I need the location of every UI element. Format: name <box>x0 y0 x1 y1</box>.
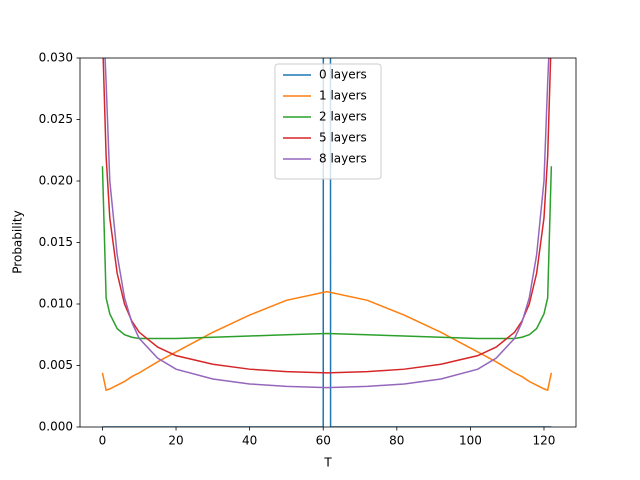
y-tick-label: 0.005 <box>39 358 73 372</box>
legend: 0 layers 1 layers 2 layers 5 layers 8 layers <box>274 63 382 180</box>
x-tick-label: 60 <box>316 434 331 448</box>
y-tick-label: 0.010 <box>39 297 73 311</box>
series-line <box>104 58 550 389</box>
x-tick-label: 80 <box>389 434 404 448</box>
x-axis-label: T <box>323 456 332 470</box>
y-tick-label: 0.000 <box>39 420 73 434</box>
x-tick-label: 40 <box>242 434 257 448</box>
x-tick-label: 120 <box>533 434 556 448</box>
legend-label: 2 layers <box>319 110 367 124</box>
plot-area <box>101 58 553 427</box>
legend-label: 1 layers <box>319 89 367 103</box>
series-line <box>101 290 553 392</box>
x-tick-label: 20 <box>168 434 183 448</box>
legend-label: 0 layers <box>319 68 367 82</box>
x-tick-label: 100 <box>459 434 482 448</box>
y-tick-label: 0.020 <box>39 174 73 188</box>
y-tick-label: 0.030 <box>39 51 73 65</box>
y-tick-label: 0.025 <box>39 112 73 126</box>
series-line <box>102 58 552 374</box>
legend-label: 8 layers <box>319 152 367 166</box>
series-line <box>101 166 553 340</box>
legend-box <box>274 63 382 180</box>
legend-label: 5 layers <box>319 131 367 145</box>
y-tick-label: 0.015 <box>39 235 73 249</box>
y-axis-label: Probability <box>11 210 25 273</box>
x-tick-label: 0 <box>99 434 107 448</box>
